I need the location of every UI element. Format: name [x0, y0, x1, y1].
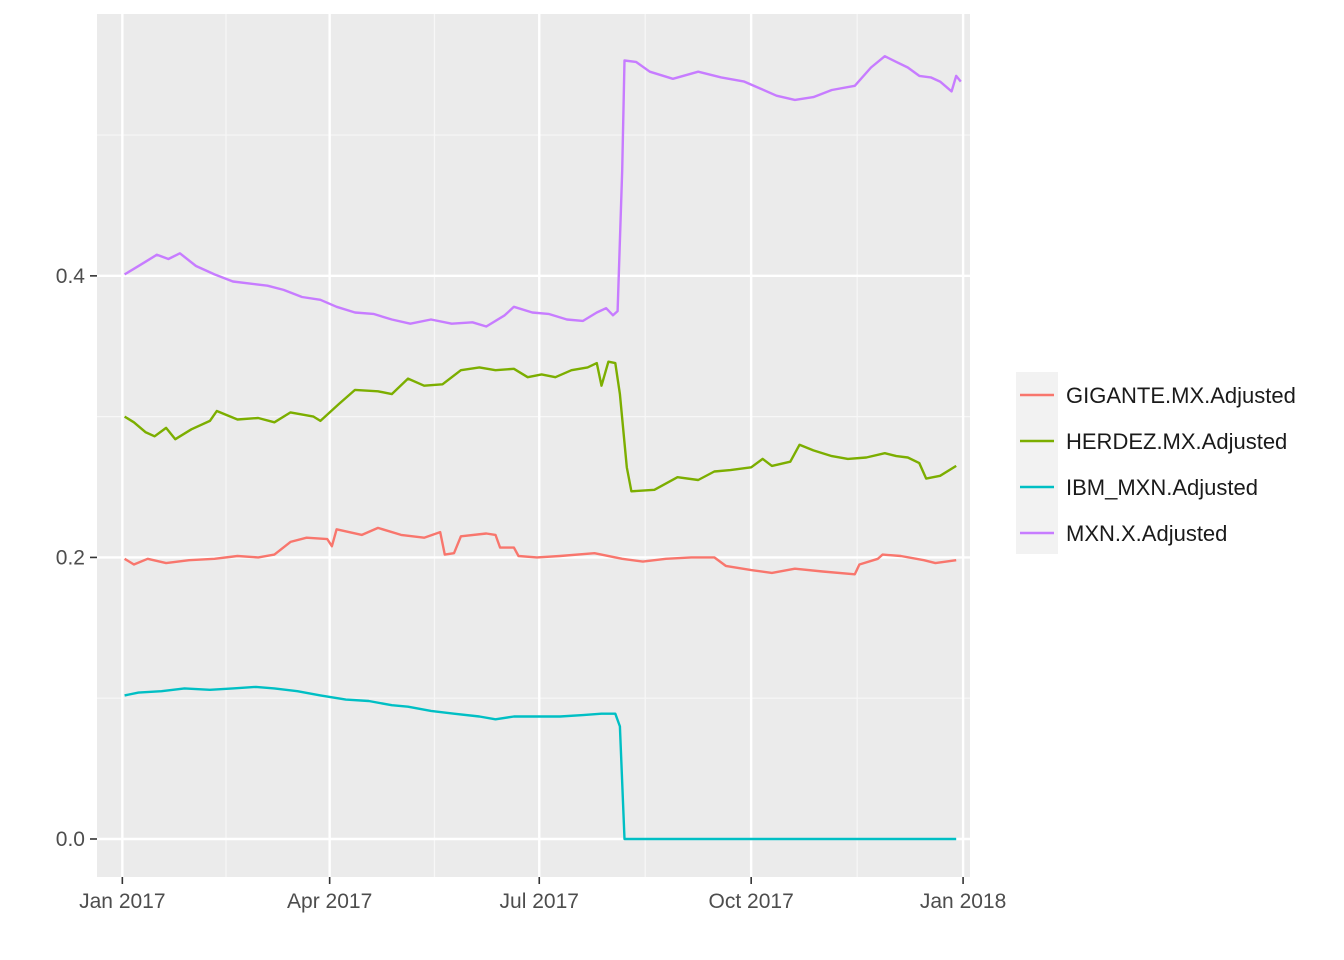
series-line-mxn-x-adjusted: [123, 55, 962, 328]
x-tick-label: Apr 2017: [287, 890, 372, 913]
minor-gridlines: [97, 14, 970, 877]
legend: GIGANTE.MX.Adjusted HERDEZ.MX.Adjusted IBM…: [1016, 372, 1296, 554]
y-axis: 0.0 0.2 0.4: [56, 265, 97, 851]
x-tick-label: Jan 2017: [79, 890, 165, 913]
x-tick-label: Jan 2018: [920, 890, 1006, 913]
x-tick-label: Oct 2017: [709, 890, 794, 913]
legend-label: IBM_MXN.Adjusted: [1066, 475, 1258, 500]
series-line-gigante-mx-adjusted: [123, 526, 957, 576]
plot-panel: [97, 14, 970, 877]
series-line-ibm-mxn-adjusted: [124, 685, 957, 841]
legend-label: GIGANTE.MX.Adjusted: [1066, 383, 1296, 408]
x-tick-label: Jul 2017: [500, 890, 579, 913]
y-tick-label: 0.0: [56, 828, 85, 851]
y-tick-label: 0.4: [56, 265, 86, 288]
series-line-herdez-mx-adjusted: [123, 360, 957, 493]
x-axis: Jan 2017 Apr 2017 Jul 2017 Oct 2017 Jan 2018: [79, 877, 1006, 913]
legend-label: HERDEZ.MX.Adjusted: [1066, 429, 1287, 454]
series-lines: [123, 55, 962, 841]
legend-label: MXN.X.Adjusted: [1066, 521, 1227, 546]
y-tick-label: 0.2: [56, 546, 85, 569]
